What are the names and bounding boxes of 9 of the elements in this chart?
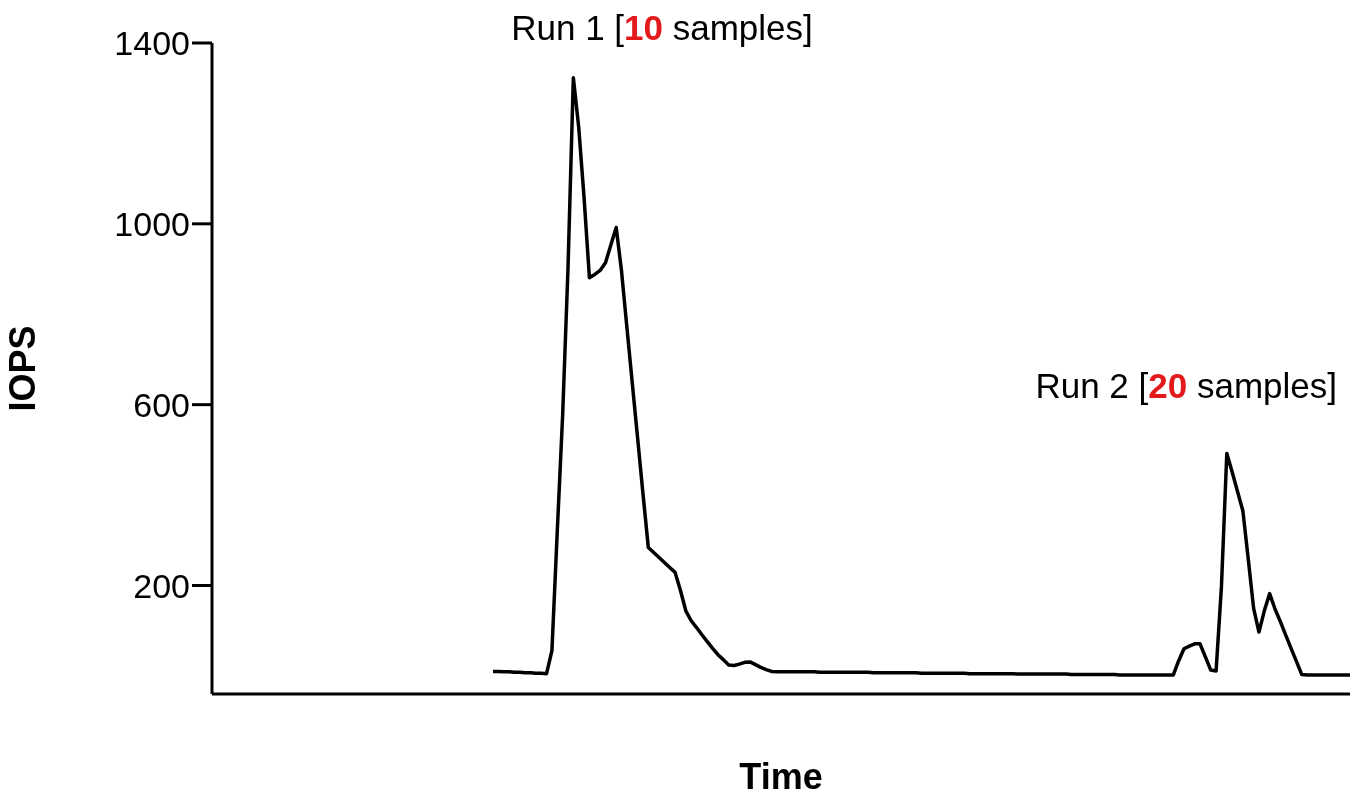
y-axis-title: IOPS [1, 325, 43, 412]
y-tick-label: 1000 [114, 204, 190, 243]
annotation: Run 1 [10 samples] [511, 8, 813, 48]
x-axis-title: Time [739, 756, 823, 791]
y-tick-label: 200 [133, 566, 190, 605]
annotation: Run 2 [20 samples] [1035, 366, 1337, 406]
y-tick-label: 600 [133, 385, 190, 424]
line-series [491, 76, 1350, 677]
y-tick-label: 1400 [114, 24, 190, 63]
